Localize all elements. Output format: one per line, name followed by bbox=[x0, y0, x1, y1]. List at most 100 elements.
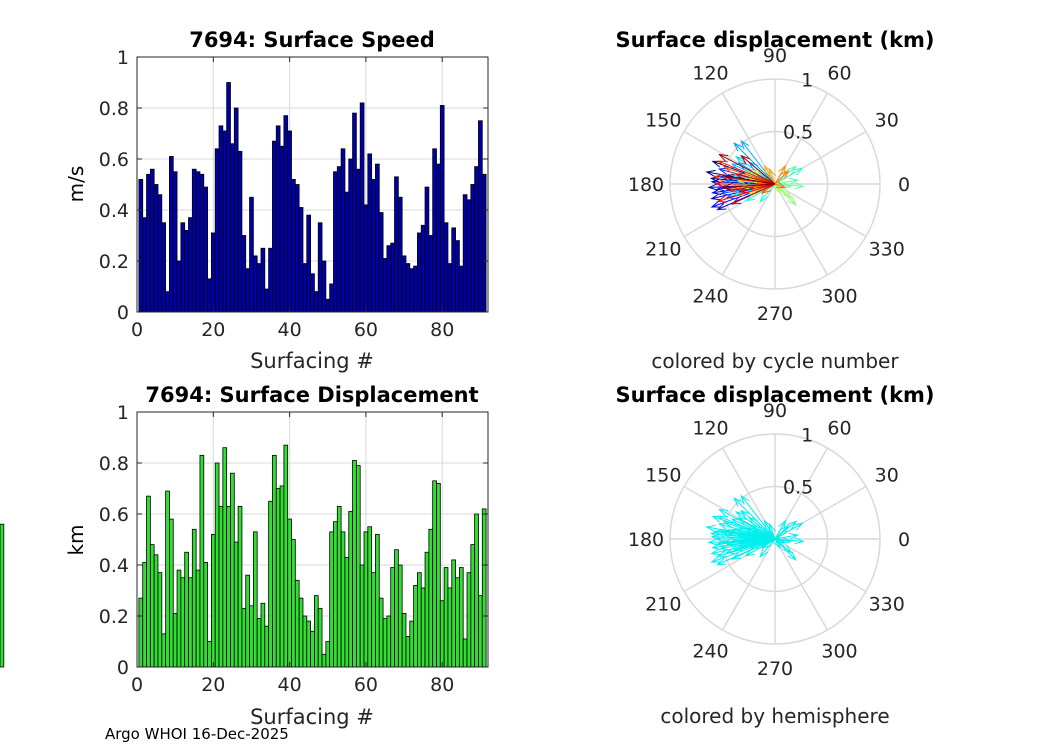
disp-bar bbox=[462, 638, 468, 668]
disp-bar bbox=[203, 562, 208, 668]
speed-bar bbox=[199, 173, 205, 313]
compass-cycle-chart: Surface displacement (km) colored by cyc… bbox=[615, 28, 934, 373]
compass-cycle-angle-label: 120 bbox=[692, 62, 728, 84]
compass-cycle-arrowhead bbox=[723, 166, 735, 174]
speed-ytick-label: 0 bbox=[117, 302, 129, 324]
disp-bar bbox=[443, 567, 449, 668]
compass-hemisphere-arrowhead bbox=[787, 551, 797, 561]
disp-bar bbox=[348, 511, 353, 668]
speed-bar bbox=[390, 242, 395, 313]
disp-bar bbox=[172, 613, 178, 668]
compass-hemisphere-arrowhead bbox=[759, 548, 769, 558]
disp-bar bbox=[188, 577, 193, 668]
speed-bar bbox=[481, 173, 487, 313]
compass-cycle-subtitle: colored by cycle number bbox=[651, 349, 899, 373]
speed-bar bbox=[470, 184, 476, 313]
compass-hemisphere-angle-label: 150 bbox=[645, 465, 681, 487]
compass-hemisphere-arrow bbox=[724, 522, 776, 540]
disp-bar bbox=[275, 488, 281, 668]
disp-chart-title: 7694: Surface Displacement bbox=[145, 383, 478, 407]
compass-cycle-arrowhead bbox=[735, 156, 746, 165]
speed-bar bbox=[317, 222, 323, 313]
compass-cycle-arrowhead bbox=[775, 181, 787, 189]
disp-bar bbox=[287, 518, 292, 668]
speed-bar bbox=[260, 247, 266, 313]
disp-bar bbox=[264, 625, 270, 668]
compass-hemisphere-arrow bbox=[759, 538, 776, 558]
compass-cycle-angle-label: 150 bbox=[645, 110, 681, 132]
speed-bar bbox=[451, 227, 456, 313]
disp-bar bbox=[252, 531, 258, 668]
speed-ytick-label: 0.6 bbox=[99, 149, 129, 171]
disp-bar bbox=[325, 641, 331, 668]
disp-bar bbox=[199, 454, 205, 668]
speed-bar bbox=[180, 222, 186, 313]
compass-hemisphere-arrow bbox=[733, 497, 776, 540]
compass-hemisphere-arrowhead bbox=[735, 511, 746, 520]
compass-hemisphere-arrowhead bbox=[705, 524, 716, 532]
disp-bar bbox=[458, 567, 464, 668]
compass-cycle-arrow bbox=[774, 179, 798, 185]
compass-hemisphere-arrow bbox=[740, 510, 776, 540]
speed-bar bbox=[447, 263, 453, 313]
compass-cycle-arrow bbox=[736, 156, 776, 185]
disp-bar bbox=[298, 597, 304, 668]
disp-bar bbox=[180, 577, 186, 668]
speed-bar bbox=[195, 171, 201, 313]
compass-cycle-angle-label: 270 bbox=[757, 303, 793, 325]
compass-hemisphere-arrowhead bbox=[782, 544, 793, 554]
compass-cycle-arrowhead bbox=[751, 170, 762, 179]
compass-cycle-arrowhead bbox=[787, 196, 797, 206]
disp-bar bbox=[210, 534, 216, 668]
compass-hemisphere-title: Surface displacement (km) bbox=[615, 383, 934, 407]
speed-bar bbox=[474, 166, 479, 313]
speed-chart-title: 7694: Surface Speed bbox=[189, 28, 435, 52]
compass-hemisphere-angle-label: 180 bbox=[628, 529, 664, 551]
speed-ytick-label: 1 bbox=[117, 47, 129, 69]
compass-cycle-arrowhead bbox=[794, 182, 805, 190]
disp-bar bbox=[249, 605, 254, 668]
compass-hemisphere-arrowhead bbox=[775, 536, 787, 544]
compass-cycle-arrowhead bbox=[719, 188, 731, 196]
disp-bar bbox=[233, 541, 239, 668]
disp-bar bbox=[268, 500, 273, 668]
compass-hemisphere-arrowhead bbox=[787, 520, 798, 530]
disp-bar bbox=[432, 480, 437, 668]
compass-cycle-arrow bbox=[724, 167, 776, 185]
speed-bar bbox=[336, 166, 342, 313]
compass-cycle-arrowhead bbox=[716, 195, 727, 203]
speed-bar bbox=[256, 263, 262, 313]
speed-bar bbox=[233, 107, 239, 313]
disp-bar bbox=[367, 526, 373, 668]
disp-bar bbox=[397, 564, 403, 668]
compass-hemisphere-arrow bbox=[769, 524, 776, 540]
speed-bar bbox=[455, 240, 460, 313]
compass-cycle-arrow bbox=[738, 183, 776, 193]
disp-bar bbox=[355, 465, 361, 668]
speed-bar bbox=[401, 255, 407, 313]
compass-hemisphere-angle-label: 330 bbox=[869, 594, 905, 616]
compass-hemisphere-arrow bbox=[722, 538, 776, 544]
speed-bar bbox=[191, 168, 197, 313]
speed-bar bbox=[169, 156, 174, 313]
compass-hemisphere-arrowhead bbox=[723, 521, 735, 529]
disp-bar bbox=[481, 508, 487, 668]
compass-cycle-angle-label: 330 bbox=[869, 239, 905, 261]
compass-cycle-arrowhead bbox=[723, 173, 735, 181]
compass-hemisphere-chart: Surface displacement (km) colored by hem… bbox=[615, 383, 934, 728]
compass-cycle-arrow bbox=[774, 170, 789, 185]
compass-hemisphere-angle-label: 270 bbox=[757, 658, 793, 680]
footer-credit: Argo WHOI 16-Dec-2025 bbox=[105, 725, 289, 743]
disp-bar bbox=[165, 490, 170, 668]
compass-cycle-arrowhead bbox=[733, 142, 743, 152]
disp-axes-box bbox=[136, 411, 489, 668]
compass-cycle-arrow bbox=[740, 155, 776, 185]
compass-hemisphere-arrowhead bbox=[731, 536, 742, 544]
disp-bar bbox=[218, 505, 224, 668]
disp-bar bbox=[344, 556, 350, 668]
compass-hemisphere-arrowhead bbox=[719, 529, 730, 537]
compass-hemisphere-arrow bbox=[736, 528, 776, 540]
disp-bar bbox=[260, 602, 266, 668]
speed-bar bbox=[352, 112, 357, 313]
